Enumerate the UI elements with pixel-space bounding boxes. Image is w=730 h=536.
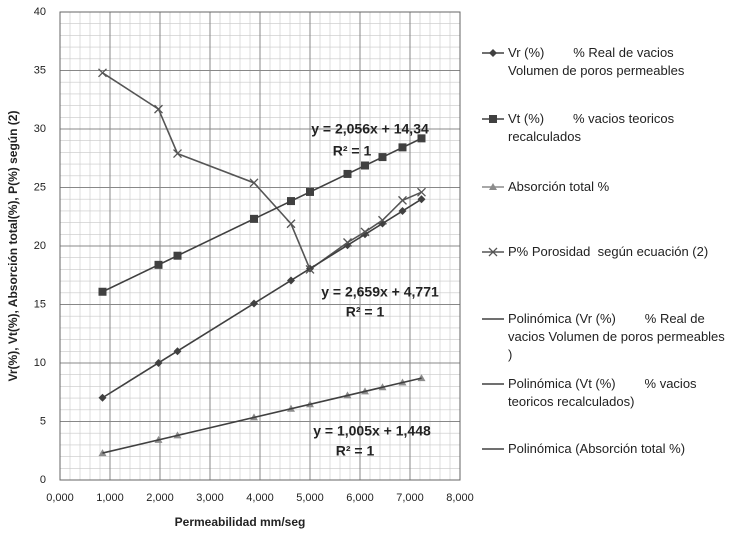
marker [343,238,352,247]
y-tick-label: 25 [34,181,46,193]
marker [249,178,259,188]
marker [154,104,163,114]
y-tick-label: 5 [40,415,46,427]
marker [173,149,182,159]
legend-symbol [482,247,504,257]
x-tick-label: 7,000 [396,492,424,504]
x-tick-label: 4,000 [246,492,274,504]
y-tick-label: 10 [34,357,46,369]
legend-item: Vr (%) % Real de vacios Volumen de poros… [480,44,725,80]
marker [98,68,107,78]
y-tick-label: 30 [34,123,46,135]
y-tick-label: 0 [40,474,46,486]
marker [489,49,497,57]
trendline-equation: y = 2,659x + 4,771 [321,284,439,300]
legend-label: P% Porosidad según ecuación (2) [508,244,709,259]
legend-label: Polinómica (Absorción total %) [508,441,686,456]
marker [417,374,426,382]
marker [489,183,497,190]
marker [417,187,426,197]
legend-item: P% Porosidad según ecuación (2) [480,243,725,261]
series-line [102,198,422,399]
trendline-r2: R² = 1 [333,143,372,159]
legend-item: Polinómica (Vr (%) % Real de vacios Volu… [480,310,725,364]
trendline-equation: y = 2,056x + 14,34 [311,121,429,137]
x-tick-label: 1,000 [96,492,124,504]
marker [489,115,497,123]
legend-item: Polinómica (Absorción total %) [480,440,725,458]
x-tick-label: 5,000 [296,492,324,504]
legend-item: Absorción total % [480,178,725,196]
x-tick-label: 8,000 [446,492,474,504]
legend-symbol [482,318,504,320]
trendline-equation: y = 1,005x + 1,448 [313,423,431,439]
marker [488,247,498,257]
marker [360,227,370,237]
y-tick-label: 15 [34,298,46,310]
legend-symbol [482,49,504,57]
legend-label: Vr (%) % Real de vacios Volumen de poros… [508,45,685,78]
series-line [102,377,422,454]
y-tick-label: 40 [34,6,46,18]
legend-item: Vt (%) % vacios teoricos recalculados [480,110,725,146]
marker [398,195,407,205]
marker [378,215,387,225]
marker [286,219,296,229]
series-line [102,72,422,271]
x-tick-label: 6,000 [346,492,374,504]
legend-symbol [482,183,504,190]
y-axis-title: Vr(%), Vt(%), Absorción total(%), P(%) s… [6,111,20,382]
x-tick-label: 3,000 [196,492,224,504]
legend-label: Absorción total % [508,179,610,194]
trendline-r2: R² = 1 [336,443,375,459]
legend-symbol [482,115,504,123]
x-tick-label: 2,000 [146,492,174,504]
legend-label: Polinómica (Vr (%) % Real de vacios Volu… [508,311,729,362]
x-axis-title: Permeabilidad mm/seg [175,515,306,529]
y-tick-label: 20 [34,240,46,252]
trendline-r2: R² = 1 [346,304,385,320]
legend-symbol [482,448,504,450]
legend-label: Polinómica (Vt (%) % vacios teoricos rec… [508,376,701,409]
x-tick-label: 0,000 [46,492,74,504]
series-line [102,137,422,293]
legend-label: Vt (%) % vacios teoricos recalculados [508,111,678,144]
legend-symbol [482,383,504,385]
y-tick-label: 35 [34,64,46,76]
legend-item: Polinómica (Vt (%) % vacios teoricos rec… [480,375,725,411]
plot-border [59,11,461,481]
